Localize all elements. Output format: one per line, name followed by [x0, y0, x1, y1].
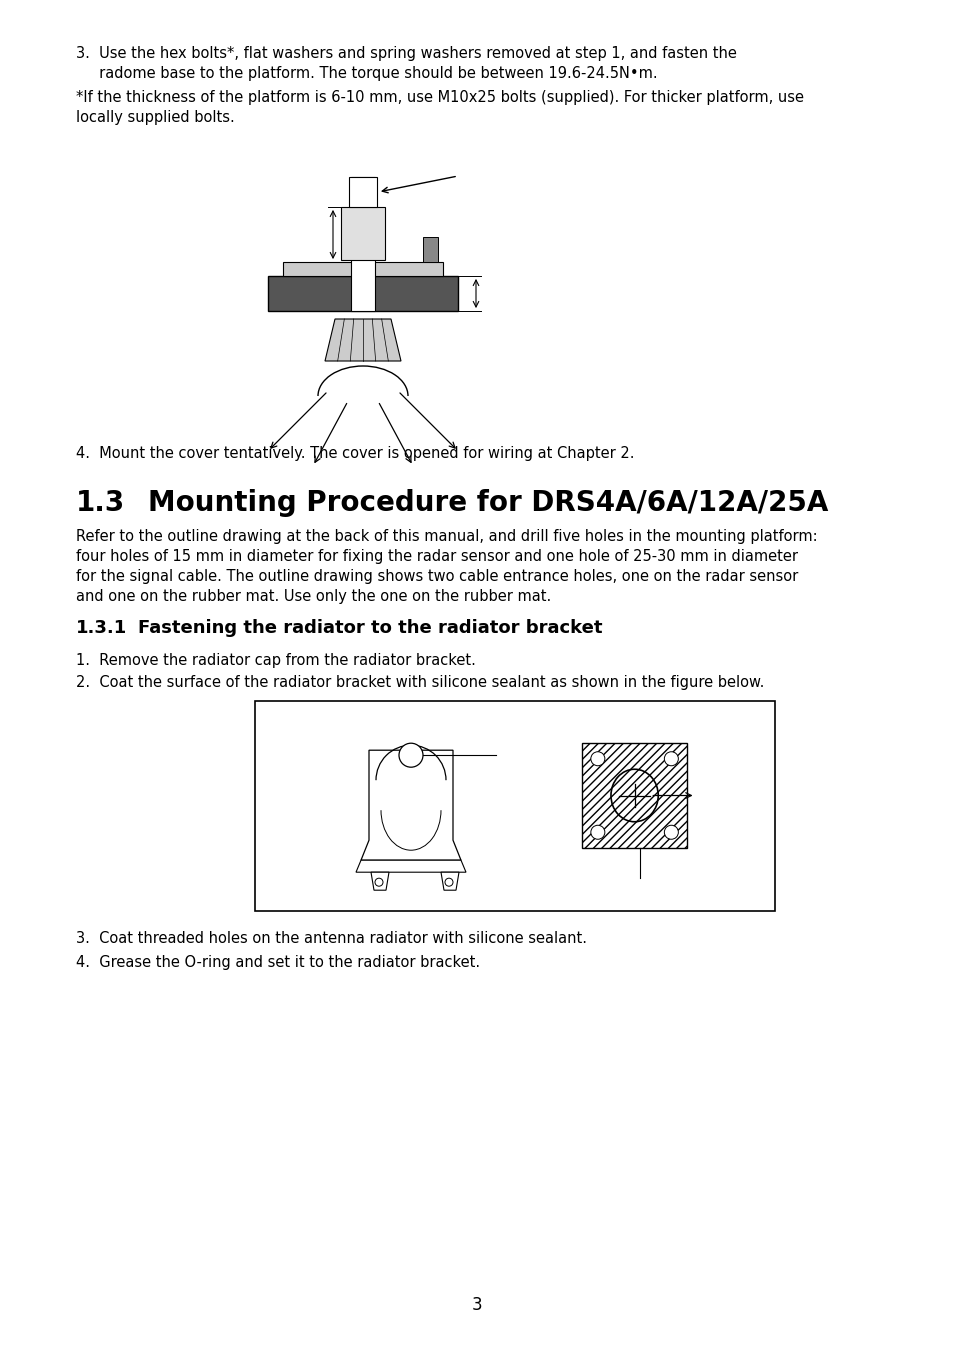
Circle shape: [398, 744, 422, 767]
Polygon shape: [371, 872, 389, 890]
Text: *If the thickness of the platform is 6-10 mm, use M10x25 bolts (supplied). For t: *If the thickness of the platform is 6-1…: [76, 90, 803, 105]
Text: Fastening the radiator to the radiator bracket: Fastening the radiator to the radiator b…: [138, 620, 602, 637]
Text: Mounting Procedure for DRS4A/6A/12A/25A: Mounting Procedure for DRS4A/6A/12A/25A: [148, 489, 827, 517]
Text: 1.3.1: 1.3.1: [76, 620, 127, 637]
Text: 3: 3: [471, 1296, 482, 1314]
Bar: [581, 743, 686, 848]
Bar: [268, 275, 457, 310]
Polygon shape: [325, 319, 400, 360]
Circle shape: [590, 752, 604, 765]
Text: 3.  Coat threaded holes on the antenna radiator with silicone sealant.: 3. Coat threaded holes on the antenna ra…: [76, 931, 586, 946]
Polygon shape: [360, 751, 460, 860]
Text: 4.  Mount the cover tentatively. The cover is opened for wiring at Chapter 2.: 4. Mount the cover tentatively. The cove…: [76, 446, 634, 460]
Text: 1.3: 1.3: [76, 489, 125, 517]
Circle shape: [663, 752, 678, 765]
Circle shape: [663, 825, 678, 840]
Text: 4.  Grease the O-ring and set it to the radiator bracket.: 4. Grease the O-ring and set it to the r…: [76, 954, 479, 971]
Bar: [340, 207, 385, 261]
Text: four holes of 15 mm in diameter for fixing the radar sensor and one hole of 25-3: four holes of 15 mm in diameter for fixi…: [76, 549, 797, 564]
Bar: [349, 177, 376, 207]
Bar: [351, 177, 375, 310]
Text: and one on the rubber mat. Use only the one on the rubber mat.: and one on the rubber mat. Use only the …: [76, 589, 551, 603]
Bar: [283, 262, 442, 275]
Polygon shape: [440, 872, 458, 890]
Text: Refer to the outline drawing at the back of this manual, and drill five holes in: Refer to the outline drawing at the back…: [76, 529, 817, 544]
Text: 3.  Use the hex bolts*, flat washers and spring washers removed at step 1, and f: 3. Use the hex bolts*, flat washers and …: [76, 46, 736, 61]
Circle shape: [444, 879, 453, 886]
Text: for the signal cable. The outline drawing shows two cable entrance holes, one on: for the signal cable. The outline drawin…: [76, 568, 798, 585]
Bar: [422, 238, 437, 262]
Circle shape: [590, 825, 604, 840]
Polygon shape: [355, 860, 465, 872]
Text: 2.  Coat the surface of the radiator bracket with silicone sealant as shown in t: 2. Coat the surface of the radiator brac…: [76, 675, 763, 690]
Text: locally supplied bolts.: locally supplied bolts.: [76, 109, 234, 126]
Circle shape: [375, 879, 382, 886]
Text: radome base to the platform. The torque should be between 19.6-24.5N•m.: radome base to the platform. The torque …: [76, 66, 657, 81]
Bar: [254, 701, 774, 911]
Text: 1.  Remove the radiator cap from the radiator bracket.: 1. Remove the radiator cap from the radi…: [76, 653, 476, 668]
